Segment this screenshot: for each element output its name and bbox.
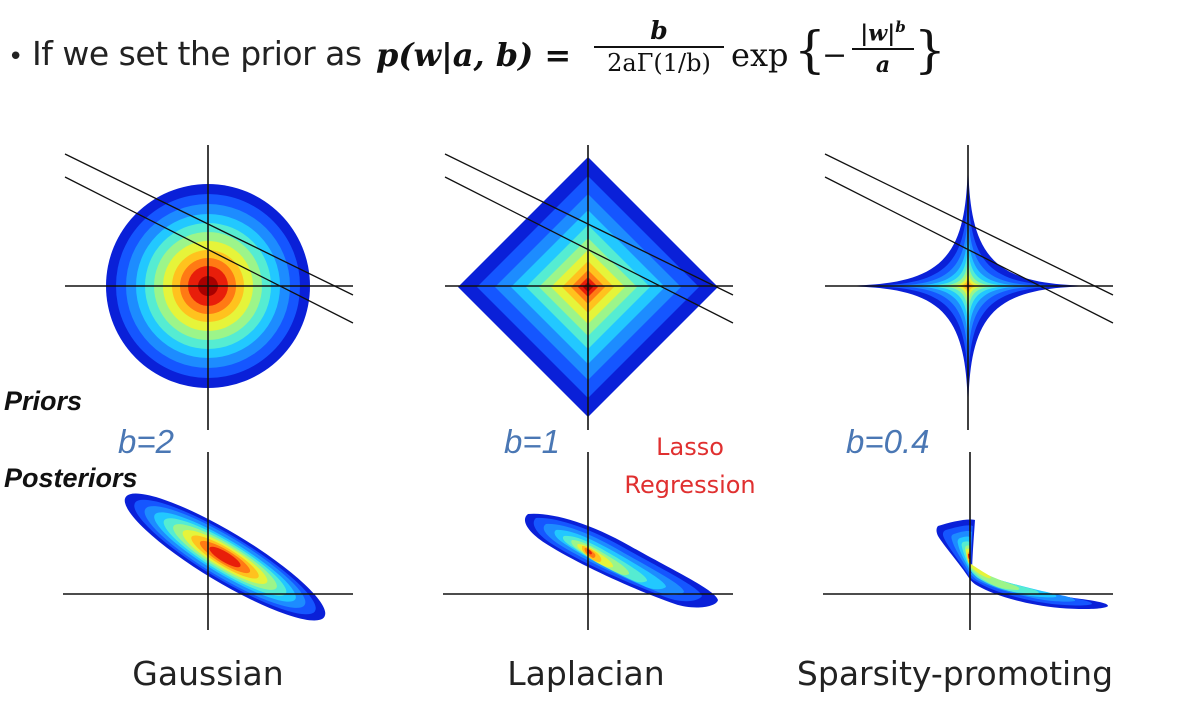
posteriors-label: Posteriors [4, 463, 138, 493]
formula-fraction: b 2aΓ(1/b) [594, 16, 724, 78]
posterior-sparsity-contours [936, 519, 1108, 610]
lasso-label-line2: Regression [624, 471, 756, 499]
formula-denominator: 2aΓ(1/b) [594, 46, 724, 78]
likelihood-line-lower [444, 176, 734, 324]
prior-laplacian-plot [444, 145, 734, 430]
likelihood-line-upper [64, 153, 354, 296]
formula-exp: exp [731, 36, 789, 74]
likelihood-line-upper [444, 153, 734, 296]
likelihood-line-lower [64, 176, 354, 324]
column-label-laplacian: Laplacian [507, 654, 665, 693]
b-label-laplacian: b=1 [504, 423, 560, 460]
posterior-gaussian-plot [63, 452, 353, 630]
formula-numerator: b [650, 16, 668, 45]
b-label-sparsity: b=0.4 [846, 423, 930, 460]
column-label-gaussian: Gaussian [132, 654, 284, 693]
likelihood-line-lower [824, 176, 1114, 324]
likelihood-line-upper [824, 153, 1114, 296]
posterior-sparsity-plot [823, 452, 1113, 630]
priors-label: Priors [4, 386, 83, 416]
posterior-laplacian-contours [524, 513, 718, 608]
formula-inner-fraction: |w|b a [852, 12, 914, 80]
posterior-gaussian-contours [124, 493, 326, 621]
formula-brace-close: } [914, 21, 946, 79]
b-label-gaussian: b=2 [118, 423, 174, 460]
posterior-laplacian-plot [443, 452, 733, 630]
formula-brace-open: { [794, 21, 826, 79]
formula-minus: − [822, 38, 848, 73]
lasso-label-line1: Lasso [656, 433, 724, 461]
bullet-lead-text: If we set the prior as [32, 34, 362, 73]
column-label-sparsity: Sparsity-promoting [796, 654, 1114, 693]
formula-inner-denominator: a [852, 48, 914, 80]
formula-inner-numerator: |w|b [860, 18, 906, 47]
prior-gaussian-plot [64, 145, 354, 430]
bullet-dot: • [8, 42, 24, 72]
lasso-regression-label: Lasso Regression [610, 428, 770, 504]
formula-lhs: p(w|a, b) = [376, 36, 572, 74]
bullet-line: • If we set the prior as p(w|a, b) = b 2… [8, 12, 1158, 102]
prior-sparsity-plot [822, 140, 1114, 432]
